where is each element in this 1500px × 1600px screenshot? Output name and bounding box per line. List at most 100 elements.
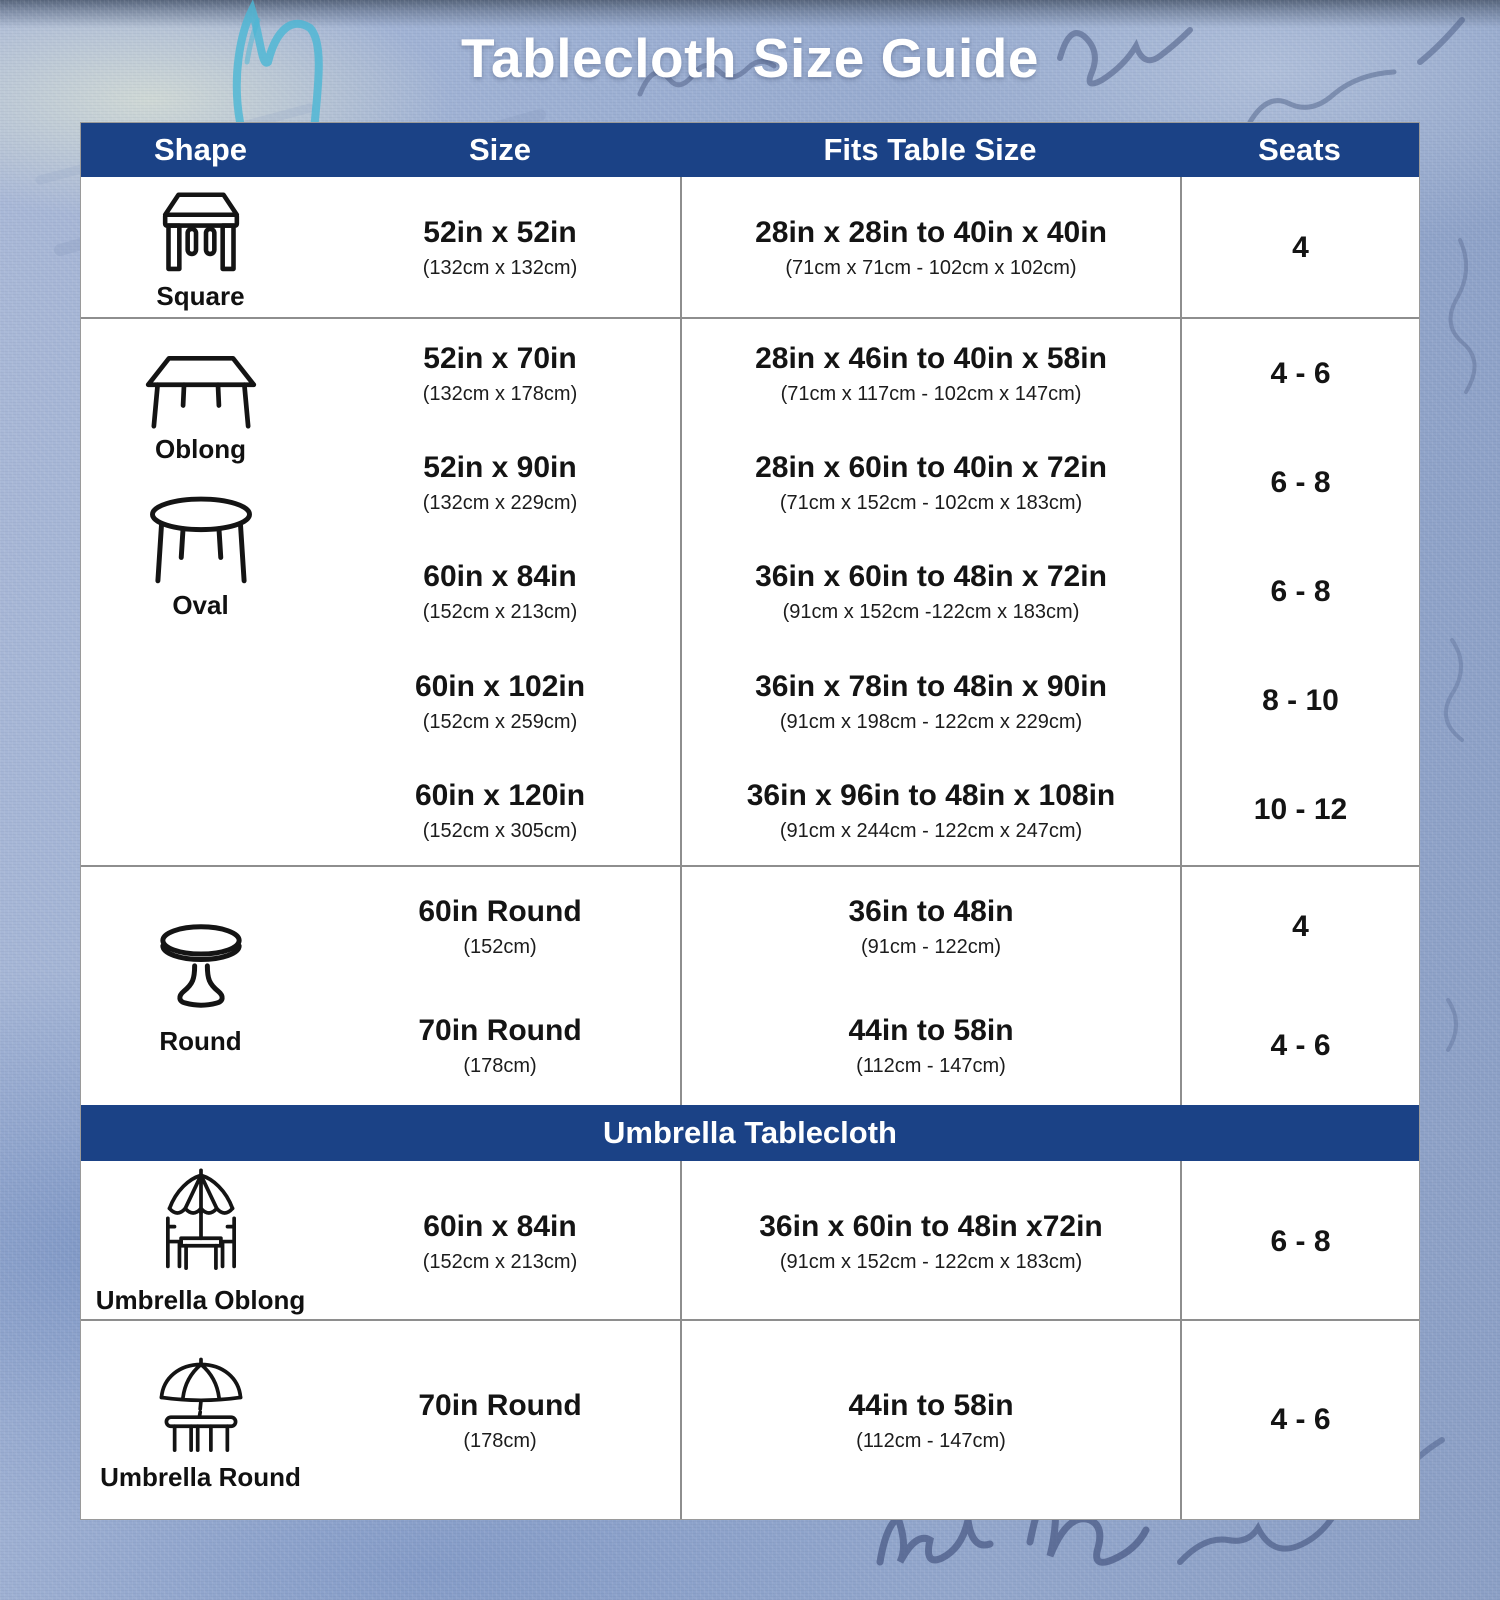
seats-value: 6 - 8 [1270, 465, 1331, 499]
fits-metric: (112cm - 147cm) [856, 1429, 1006, 1452]
size-cell: 60in x 84in (152cm x 213cm) [320, 537, 680, 646]
tablecloth-size-table: Shape Size Fits Table Size Seats Square … [80, 122, 1420, 1520]
size-value: 60in x 84in [423, 560, 577, 594]
size-cell: 52in x 90in (132cm x 229cm) [320, 428, 680, 537]
fits-cell: 36in x 60in to 48in x 72in (91cm x 152cm… [682, 537, 1180, 646]
size-cell: 70in Round (178cm) [320, 1321, 680, 1519]
fits-value: 44in to 58in [848, 1014, 1014, 1047]
seats-cell: 6 - 8 [1182, 537, 1419, 646]
fits-value: 36in to 48in [848, 895, 1014, 928]
size-metric: (152cm x 259cm) [422, 710, 578, 733]
size-column: 52in x 52in (132cm x 132cm) [320, 177, 680, 318]
fits-column: 36in to 48in (91cm - 122cm) 44in to 58in… [680, 867, 1180, 1105]
fits-metric: (91cm x 198cm - 122cm x 229cm) [779, 710, 1083, 733]
square-table-icon [162, 192, 239, 272]
seats-cell: 6 - 8 [1182, 1161, 1419, 1322]
fits-cell: 36in x 96in to 48in x 108in (91cm x 244c… [682, 756, 1180, 865]
fits-cell: 28in x 60in to 40in x 72in (71cm x 152cm… [682, 428, 1180, 537]
size-column: 60in x 84in (152cm x 213cm) [320, 1161, 680, 1322]
oblong-table-icon [145, 355, 256, 429]
fits-value: 36in x 60in to 48in x 72in [755, 560, 1107, 594]
fits-value: 36in x 96in to 48in x 108in [746, 778, 1116, 812]
size-metric: (152cm x 213cm) [422, 1251, 578, 1273]
section-umbrella-round: Umbrella Round 70in Round (178cm) 44in t… [81, 1319, 1419, 1519]
section-oblong-oval: Oblong Oval 52in x 70in (132cm x 178cm) … [81, 317, 1419, 865]
shape-label: Oval [172, 590, 229, 620]
fits-value: 28in x 46in to 40in x 58in [755, 342, 1107, 376]
size-cell: 52in x 70in (132cm x 178cm) [320, 319, 680, 428]
size-cell: 60in x 102in (152cm x 259cm) [320, 647, 680, 756]
seats-value: 6 - 8 [1270, 1224, 1331, 1258]
section-square: Square 52in x 52in (132cm x 132cm) 28in … [81, 177, 1419, 318]
size-column: 60in Round (152cm) 70in Round (178cm) [320, 867, 680, 1105]
size-value: 60in x 84in [423, 1210, 577, 1243]
fits-cell: 36in to 48in (91cm - 122cm) [682, 867, 1180, 986]
size-value: 52in x 52in [423, 216, 577, 249]
seats-value: 4 - 6 [1270, 356, 1331, 390]
size-value: 70in Round [418, 1014, 582, 1047]
umbrella-oblong-table-icon [165, 1168, 236, 1270]
size-cell: 52in x 52in (132cm x 132cm) [320, 177, 680, 318]
seats-cell: 4 [1182, 867, 1419, 986]
table-header-row: Shape Size Fits Table Size Seats [81, 123, 1419, 177]
seats-cell: 10 - 12 [1182, 756, 1419, 865]
umbrella-round-table-icon [159, 1357, 242, 1452]
size-cell: 60in x 84in (152cm x 213cm) [320, 1161, 680, 1322]
fits-metric: (91cm x 152cm -122cm x 183cm) [782, 601, 1080, 624]
fits-metric: (71cm x 117cm - 102cm x 147cm) [780, 383, 1082, 406]
size-metric: (132cm x 178cm) [422, 383, 578, 406]
fits-column: 28in x 28in to 40in x 40in (71cm x 71cm … [680, 177, 1180, 318]
seats-value: 4 - 6 [1270, 1028, 1331, 1062]
fits-column: 36in x 60in to 48in x72in (91cm x 152cm … [680, 1161, 1180, 1322]
shape-cell-umbrella-oblong: Umbrella Oblong [81, 1161, 320, 1322]
shape-group-oval: Oval [138, 491, 264, 621]
seats-column: 4 4 - 6 [1180, 867, 1419, 1105]
seats-cell: 8 - 10 [1182, 647, 1419, 756]
fits-value: 36in x 78in to 48in x 90in [755, 669, 1107, 703]
size-metric: (178cm) [463, 1055, 537, 1077]
fits-column: 44in to 58in (112cm - 147cm) [680, 1321, 1180, 1519]
size-metric: (132cm x 229cm) [422, 492, 578, 515]
seats-value: 6 - 8 [1270, 574, 1331, 608]
size-cell: 70in Round (178cm) [320, 986, 680, 1105]
fits-value: 28in x 28in to 40in x 40in [755, 216, 1107, 249]
seats-column: 4 [1180, 177, 1419, 318]
seats-cell: 4 [1182, 177, 1419, 318]
shape-cell-umbrella-round: Umbrella Round [81, 1321, 320, 1519]
seats-column: 6 - 8 [1180, 1161, 1419, 1322]
umbrella-band: Umbrella Tablecloth [81, 1105, 1419, 1161]
fits-metric: (71cm x 71cm - 102cm x 102cm) [785, 257, 1077, 279]
size-metric: (178cm) [463, 1429, 537, 1452]
section-round: Round 60in Round (152cm) 70in Round (178… [81, 865, 1419, 1105]
page-title: Tablecloth Size Guide [461, 27, 1039, 89]
size-cell: 60in Round (152cm) [320, 867, 680, 986]
fits-metric: (71cm x 152cm - 102cm x 183cm) [779, 492, 1083, 515]
shape-label: Umbrella Oblong [95, 1285, 306, 1315]
size-column: 52in x 70in (132cm x 178cm) 52in x 90in … [320, 319, 680, 865]
shape-label: Umbrella Round [100, 1461, 301, 1492]
shape-cell-oblong-oval: Oblong Oval [81, 319, 320, 865]
column-header-seats: Seats [1258, 132, 1341, 167]
seats-value: 10 - 12 [1253, 793, 1348, 827]
column-header-shape: Shape [153, 132, 248, 167]
seats-column: 4 - 6 6 - 8 6 - 8 8 - 10 10 - 12 [1180, 319, 1419, 865]
shape-label: Square [156, 281, 245, 311]
column-header-fits: Fits Table Size [823, 132, 1037, 167]
fits-metric: (91cm - 122cm) [860, 936, 1002, 958]
oval-table-icon [149, 496, 252, 584]
fits-cell: 28in x 46in to 40in x 58in (71cm x 117cm… [682, 319, 1180, 428]
shape-label: Round [159, 1026, 242, 1056]
size-value: 60in x 120in [414, 778, 586, 812]
size-cell: 60in x 120in (152cm x 305cm) [320, 756, 680, 865]
fits-value: 44in to 58in [848, 1388, 1014, 1422]
fits-value: 36in x 60in to 48in x72in [759, 1210, 1103, 1243]
round-table-icon [159, 924, 242, 1008]
fits-metric: (112cm - 147cm) [856, 1055, 1006, 1077]
shape-group-oblong: Oblong [135, 345, 267, 465]
fits-cell: 36in x 60in to 48in x72in (91cm x 152cm … [682, 1161, 1180, 1322]
fits-cell: 44in to 58in (112cm - 147cm) [682, 1321, 1180, 1519]
fits-cell: 36in x 78in to 48in x 90in (91cm x 198cm… [682, 647, 1180, 756]
size-metric: (132cm x 132cm) [422, 257, 578, 279]
seats-cell: 4 - 6 [1182, 986, 1419, 1105]
seats-value: 4 - 6 [1270, 1403, 1331, 1436]
